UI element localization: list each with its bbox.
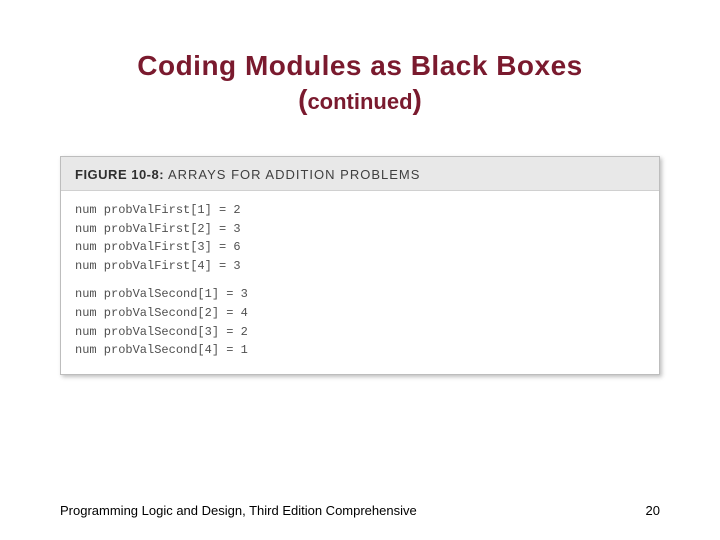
code-line: num probValFirst[1] = 2 xyxy=(75,201,645,220)
code-line: num probValSecond[4] = 1 xyxy=(75,341,645,360)
figure-header: FIGURE 10-8: ARRAYS FOR ADDITION PROBLEM… xyxy=(61,157,659,191)
code-line: num probValFirst[2] = 3 xyxy=(75,220,645,239)
footer: Programming Logic and Design, Third Edit… xyxy=(60,503,660,518)
page-number: 20 xyxy=(646,503,660,518)
title-sub: (continued) xyxy=(50,84,670,116)
slide-title: Coding Modules as Black Boxes (continued… xyxy=(50,50,670,116)
figure-label: FIGURE 10-8: xyxy=(75,167,164,182)
code-group-1: num probValFirst[1] = 2 num probValFirst… xyxy=(75,201,645,275)
footer-left: Programming Logic and Design, Third Edit… xyxy=(60,503,417,518)
code-line: num probValFirst[3] = 6 xyxy=(75,238,645,257)
paren-close: ) xyxy=(413,84,422,115)
code-line: num probValSecond[3] = 2 xyxy=(75,323,645,342)
slide: Coding Modules as Black Boxes (continued… xyxy=(0,0,720,540)
code-line: num probValSecond[2] = 4 xyxy=(75,304,645,323)
figure-body: num probValFirst[1] = 2 num probValFirst… xyxy=(61,191,659,374)
code-line: num probValFirst[4] = 3 xyxy=(75,257,645,276)
code-group-2: num probValSecond[1] = 3 num probValSeco… xyxy=(75,285,645,359)
code-line: num probValSecond[1] = 3 xyxy=(75,285,645,304)
title-sub-text: continued xyxy=(307,89,412,114)
title-main: Coding Modules as Black Boxes xyxy=(50,50,670,82)
figure-caption: ARRAYS FOR ADDITION PROBLEMS xyxy=(168,167,420,182)
figure-box: FIGURE 10-8: ARRAYS FOR ADDITION PROBLEM… xyxy=(60,156,660,375)
